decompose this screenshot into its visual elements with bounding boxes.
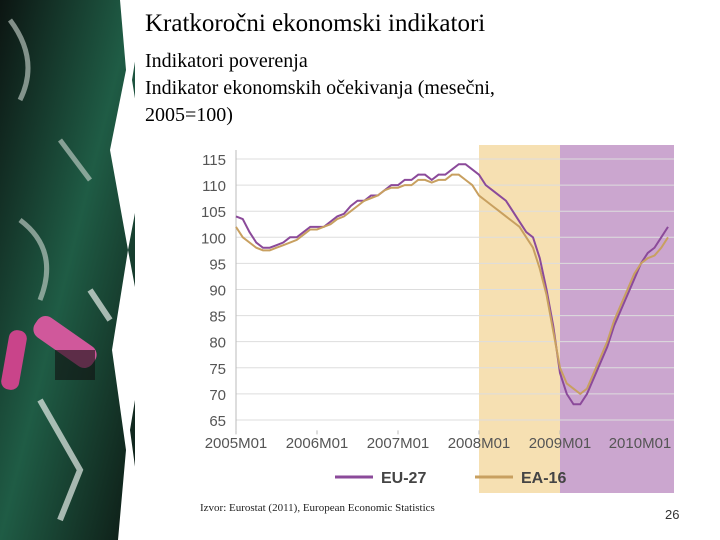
y-tick-label: 110 [202, 178, 226, 195]
x-tick-label: 2009M01 [529, 435, 592, 452]
slide-subtitle: Indikatori poverenja Indikator ekonomski… [145, 48, 495, 129]
subtitle-line: Indikator ekonomskih očekivanja (mesečni… [145, 77, 495, 99]
subtitle-line: 2005=100) [145, 104, 233, 126]
source-note: Izvor: Eurostat (2011), European Economi… [200, 502, 435, 514]
y-tick-label: 105 [201, 204, 226, 221]
y-tick-label: 70 [209, 387, 226, 404]
x-tick-label: 2005M01 [205, 435, 268, 452]
y-tick-label: 115 [202, 152, 226, 169]
chalkboard-decoration [0, 0, 145, 540]
shaded-period [479, 145, 560, 493]
y-tick-label: 85 [209, 309, 226, 326]
page-number: 26 [665, 507, 680, 522]
x-tick-label: 2007M01 [367, 435, 430, 452]
y-tick-label: 65 [209, 413, 226, 430]
y-tick-label: 90 [209, 282, 226, 299]
y-tick-label: 80 [209, 335, 226, 352]
x-tick-label: 2008M01 [448, 435, 511, 452]
x-tick-label: 2010M01 [609, 435, 672, 452]
subtitle-line: Indikatori poverenja [145, 50, 308, 72]
series-line [235, 173, 669, 396]
y-tick-label: 100 [201, 230, 226, 247]
legend-label: EA-16 [521, 470, 566, 487]
chart: 65 70 75 80 85 90 95 100 105 110 115 2005M01 2006M01… [200, 145, 674, 493]
legend-label: EU-27 [381, 470, 426, 487]
series-line [235, 163, 669, 406]
slide-title: Kratkoročni ekonomski indikatori [145, 10, 486, 37]
y-tick-label: 75 [209, 361, 226, 378]
x-tick-label: 2006M01 [286, 435, 349, 452]
y-tick-label: 95 [209, 256, 226, 273]
